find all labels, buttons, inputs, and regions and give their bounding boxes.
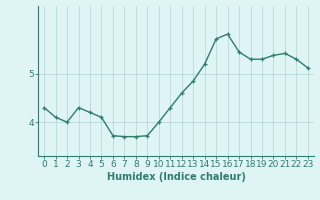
X-axis label: Humidex (Indice chaleur): Humidex (Indice chaleur) <box>107 172 245 182</box>
